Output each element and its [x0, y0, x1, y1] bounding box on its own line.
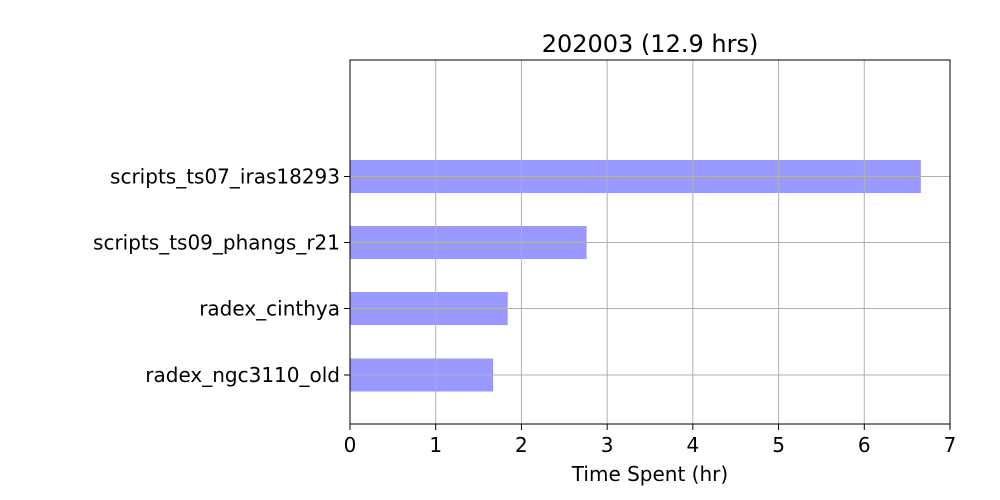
x-tick-label: 4: [686, 433, 699, 457]
y-axis-ticks: scripts_ts07_iras18293 scripts_ts09_phang…: [93, 165, 350, 387]
x-axis-label: Time Spent (hr): [571, 462, 728, 486]
y-tick-label: scripts_ts09_phangs_r21: [93, 231, 340, 255]
y-tick-label: radex_ngc3110_old: [145, 363, 340, 387]
x-tick-label: 6: [858, 433, 871, 457]
x-tick-label: 3: [601, 433, 614, 457]
chart-title: 202003 (12.9 hrs): [542, 30, 759, 58]
x-tick-label: 2: [515, 433, 528, 457]
x-tick-label: 5: [772, 433, 785, 457]
x-tick-label: 0: [344, 433, 357, 457]
x-tick-label: 1: [429, 433, 442, 457]
y-tick-label: scripts_ts07_iras18293: [110, 165, 340, 189]
x-axis-ticks: 0 1 2 3 4 5 6 7: [344, 424, 957, 457]
x-tick-label: 7: [944, 433, 957, 457]
y-tick-label: radex_cinthya: [199, 297, 340, 321]
